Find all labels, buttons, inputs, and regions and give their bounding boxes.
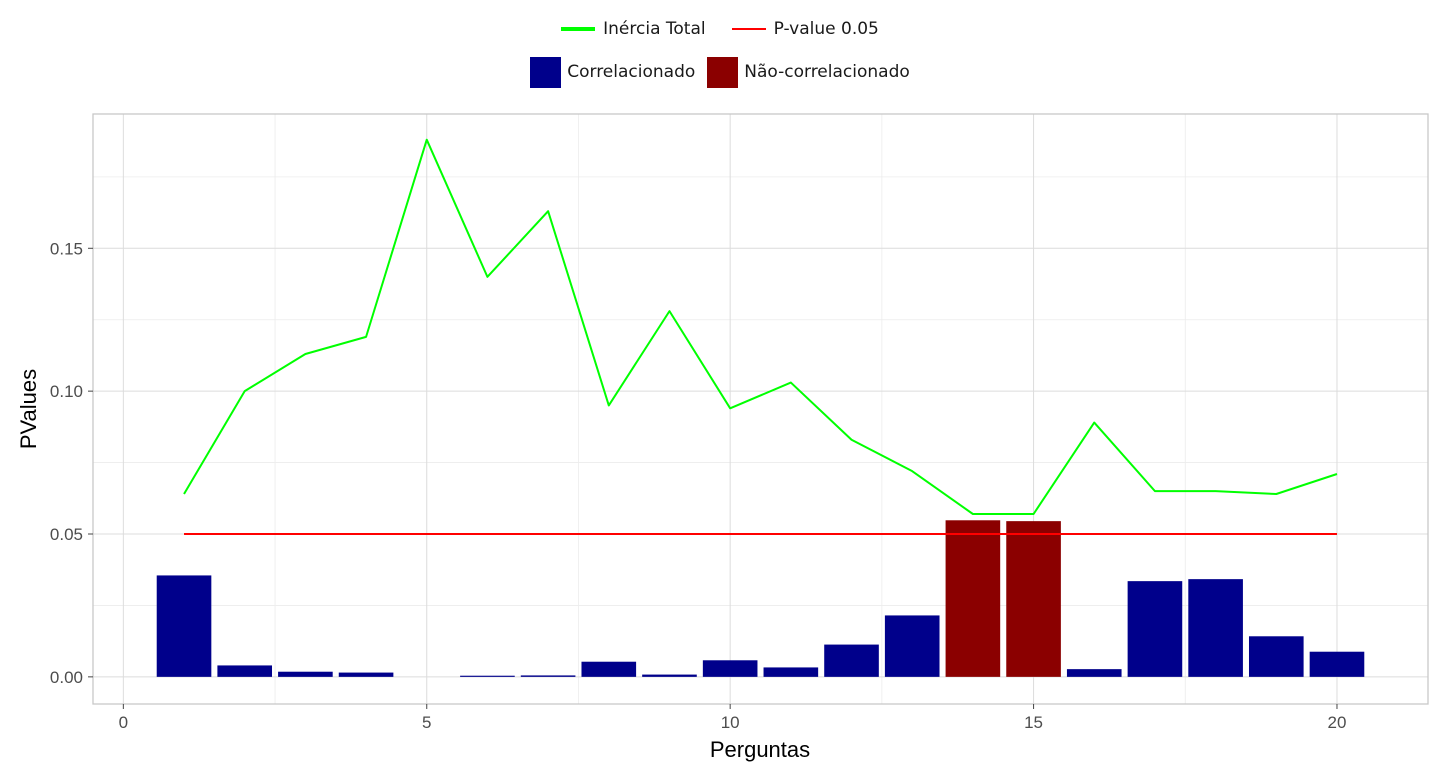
y-tick-label: 0.10 [50, 382, 83, 401]
legend-label-correlacionado: Correlacionado [567, 62, 696, 82]
plot-border [92, 113, 1429, 705]
x-tick-label: 20 [1328, 713, 1347, 732]
bar [1006, 521, 1061, 677]
bar [217, 665, 273, 677]
bars-layer [156, 520, 1365, 677]
x-axis-title: Perguntas [710, 737, 810, 762]
bar [884, 615, 940, 677]
bar [581, 661, 637, 677]
x-tick-label: 15 [1024, 713, 1043, 732]
bar [1066, 669, 1122, 677]
legend-key-pvalue [731, 28, 766, 30]
legend-item-inercia: Inércia Total [561, 19, 706, 39]
x-tick-label: 10 [721, 713, 740, 732]
y-axis-title: PValues [16, 369, 41, 449]
ticks-layer: 0 5 10 15 20 0.00 0.05 0.10 0.15 [50, 239, 1347, 732]
bar [156, 575, 212, 677]
bar [824, 644, 879, 677]
bar [1127, 581, 1183, 677]
legend-item-nao-correlacionado: Não-correlacionado [707, 56, 910, 88]
bar [1188, 579, 1243, 677]
bar [763, 667, 819, 677]
bar [945, 520, 1001, 677]
bar [702, 660, 758, 677]
bar [642, 674, 697, 677]
legend-lines: Inércia Total P-value 0.05 [0, 14, 1440, 44]
legend-key-inercia [561, 27, 596, 31]
bar [460, 675, 515, 677]
legend-fills: Correlacionado Não-correlacionado [0, 56, 1440, 88]
bar [338, 672, 394, 677]
legend-item-correlacionado: Correlacionado [530, 56, 696, 88]
bar [520, 675, 576, 677]
bar [1309, 651, 1365, 677]
x-tick-label: 5 [422, 713, 431, 732]
legend-label-pvalue: P-value 0.05 [773, 19, 879, 39]
legend-key-correlacionado [530, 56, 562, 88]
legend-key-nao-correlacionado [707, 56, 739, 88]
legend-item-pvalue: P-value 0.05 [731, 19, 879, 39]
y-tick-label: 0.15 [50, 239, 83, 258]
inercia-total-line [183, 138, 1338, 515]
legend-label-inercia: Inércia Total [603, 19, 706, 39]
bar [278, 671, 333, 677]
bar [1248, 636, 1304, 677]
lines-layer [183, 138, 1338, 535]
legend-label-nao-correlacionado: Não-correlacionado [744, 62, 910, 82]
y-tick-label: 0.05 [50, 525, 83, 544]
y-tick-label: 0.00 [50, 668, 83, 687]
x-tick-label: 0 [119, 713, 128, 732]
